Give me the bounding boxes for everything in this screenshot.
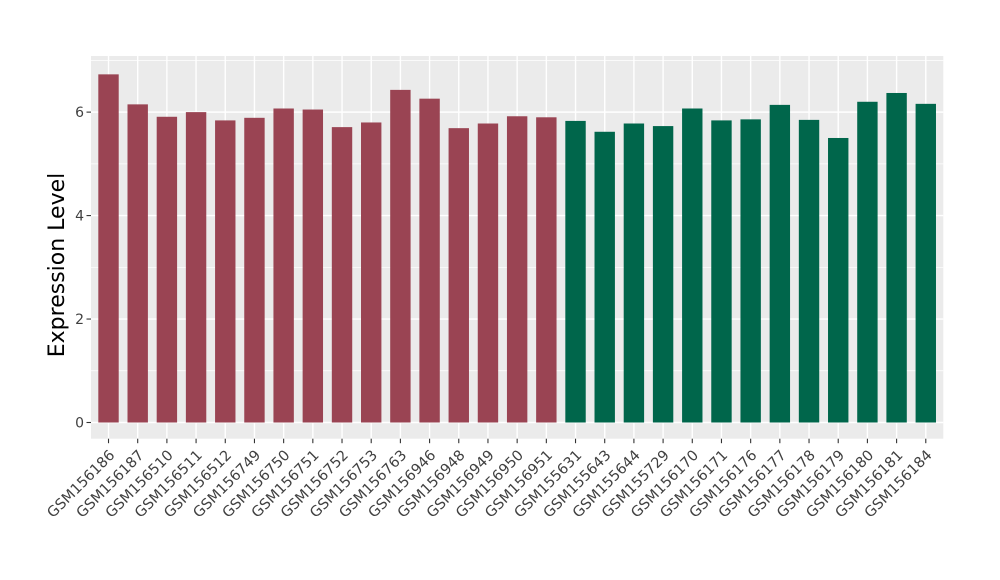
bar-GSM156948 bbox=[448, 128, 469, 423]
y-tick-label-6: 6 bbox=[75, 105, 84, 121]
bar-GSM156180 bbox=[857, 101, 878, 423]
y-tick-label-2: 2 bbox=[75, 312, 84, 328]
bar-GSM156749 bbox=[244, 117, 265, 423]
y-axis-title: Expression Level bbox=[45, 173, 70, 358]
bar-GSM156181 bbox=[886, 92, 907, 423]
bar-GSM156187 bbox=[127, 104, 148, 423]
bars bbox=[98, 74, 936, 423]
bar-GSM156177 bbox=[769, 104, 791, 423]
bar-GSM156763 bbox=[390, 89, 411, 423]
bar-GSM156750 bbox=[273, 108, 294, 423]
bar-GSM156946 bbox=[419, 98, 440, 423]
bar-GSM156751 bbox=[302, 109, 324, 423]
bar-GSM156951 bbox=[536, 117, 557, 423]
bar-GSM156752 bbox=[331, 127, 353, 423]
axis-tick-marks bbox=[86, 111, 927, 444]
bar-GSM155643 bbox=[594, 131, 615, 423]
bar-GSM156171 bbox=[711, 120, 732, 423]
x-axis-tick-labels: GSM156186GSM156187GSM156510GSM156511GSM1… bbox=[45, 448, 936, 522]
bar-GSM156753 bbox=[361, 122, 382, 423]
bar-GSM156512 bbox=[215, 120, 236, 423]
y-tick-label-0: 0 bbox=[75, 416, 84, 432]
bar-GSM156949 bbox=[477, 123, 499, 423]
y-axis-tick-labels: 0 2 4 6 bbox=[75, 105, 84, 431]
bar-GSM156950 bbox=[506, 116, 528, 423]
bar-GSM156510 bbox=[156, 116, 178, 423]
bar-GSM156176 bbox=[740, 119, 761, 423]
bar-GSM156511 bbox=[185, 112, 207, 423]
bar-GSM155729 bbox=[652, 126, 674, 423]
bar-GSM156178 bbox=[798, 119, 820, 423]
bar-GSM156186 bbox=[98, 74, 119, 423]
y-tick-label-4: 4 bbox=[75, 209, 84, 225]
bar-GSM156179 bbox=[828, 137, 849, 423]
bar-GSM156184 bbox=[915, 103, 936, 423]
bar-GSM155631 bbox=[565, 120, 586, 423]
bar-GSM156170 bbox=[682, 108, 703, 423]
bar-GSM155644 bbox=[623, 123, 645, 423]
